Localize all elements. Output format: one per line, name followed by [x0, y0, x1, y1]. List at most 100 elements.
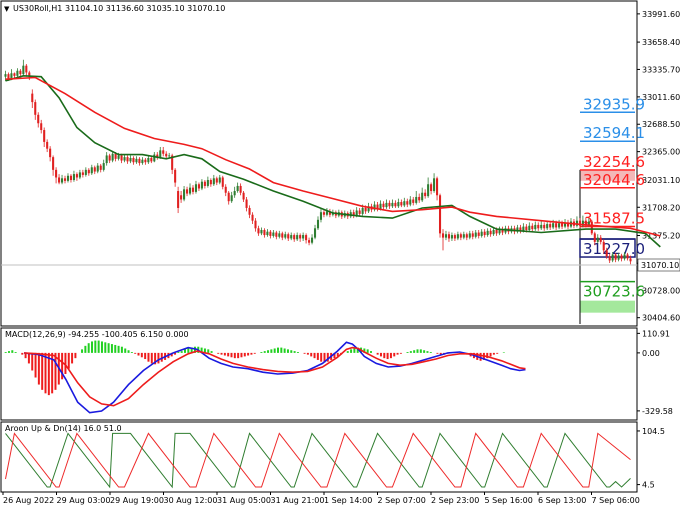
bear-candle — [49, 148, 52, 158]
bear-candle — [555, 223, 558, 228]
bear-candle — [293, 235, 296, 240]
bear-candle — [406, 201, 409, 205]
bear-candle — [388, 202, 391, 207]
bull-candle — [373, 204, 376, 210]
price-tick-label: 33658.40 — [642, 38, 680, 47]
time-tick-label: 29 Aug 03:00 — [57, 496, 111, 505]
bear-candle — [376, 204, 379, 209]
bull-candle — [468, 233, 471, 238]
bull-candle — [558, 223, 561, 228]
bull-candle — [206, 180, 209, 186]
bear-candle — [495, 229, 498, 234]
bear-candle — [608, 256, 611, 261]
price-level-label: 31227.0 — [583, 240, 645, 258]
bull-candle — [474, 232, 477, 237]
bear-candle — [165, 153, 168, 157]
price-level-label: 32935.9 — [583, 95, 645, 113]
bear-candle — [257, 228, 260, 234]
bull-candle — [111, 153, 114, 161]
bear-candle — [501, 229, 504, 233]
bull-candle — [212, 178, 215, 185]
bear-candle — [269, 231, 272, 236]
bear-candle — [465, 234, 468, 238]
bear-candle — [58, 177, 61, 183]
price-panel[interactable] — [0, 0, 638, 327]
bull-candle — [260, 229, 263, 234]
aroon-up-line — [5, 432, 631, 489]
bear-candle — [7, 74, 10, 79]
bear-candle — [519, 227, 522, 231]
price-level-label: 32594.1 — [583, 124, 645, 142]
bear-candle — [132, 157, 135, 163]
bull-candle — [421, 192, 424, 201]
bear-candle — [43, 130, 46, 142]
ohlc-values: 31104.10 31136.60 31035.10 31070.10 — [65, 4, 225, 13]
bear-candle — [584, 220, 587, 225]
bear-candle — [69, 175, 73, 181]
bull-candle — [433, 178, 436, 192]
bear-candle — [156, 154, 159, 158]
bull-candle — [302, 235, 305, 239]
bear-candle — [180, 195, 183, 200]
macd-tick-label: 0.00 — [642, 349, 660, 358]
bull-candle — [168, 155, 171, 157]
bear-candle — [299, 235, 302, 239]
slow-ma-line — [5, 76, 661, 237]
bull-candle — [367, 206, 370, 212]
bull-candle — [379, 203, 382, 209]
macd-axis: 110.91 0.00 -329.58 — [637, 329, 673, 416]
bear-candle — [620, 255, 623, 259]
bull-candle — [266, 231, 269, 236]
bear-candle — [197, 184, 200, 189]
bull-candle — [153, 154, 156, 162]
bear-candle — [150, 157, 153, 162]
time-tick-label: 2 Sep 23:00 — [431, 496, 479, 505]
bear-candle — [424, 192, 427, 197]
bear-candle — [358, 210, 361, 214]
bear-candle — [275, 232, 278, 237]
bear-candle — [162, 150, 165, 154]
bear-candle — [436, 178, 439, 196]
bear-candle — [602, 241, 605, 251]
bear-candle — [471, 233, 474, 237]
bear-candle — [81, 172, 84, 175]
bull-candle — [16, 70, 19, 76]
bear-candle — [114, 153, 117, 159]
bull-candle — [284, 234, 287, 238]
bull-candle — [319, 212, 323, 220]
time-tick-label: 31 Aug 21:00 — [271, 496, 325, 505]
bear-candle — [171, 155, 174, 170]
bull-candle — [596, 237, 599, 242]
bear-candle — [459, 234, 462, 238]
bear-candle — [531, 225, 534, 230]
price-level-label: 32254.6 — [583, 153, 645, 171]
bear-candle — [430, 184, 433, 192]
time-tick-label: 29 Aug 19:00 — [110, 496, 164, 505]
price-tick-label: 33335.70 — [642, 65, 680, 74]
price-tick-label: 32688.50 — [642, 120, 680, 129]
bear-candle — [483, 231, 486, 236]
bull-candle — [480, 231, 483, 236]
bear-candle — [477, 232, 480, 236]
bear-candle — [209, 180, 212, 185]
bull-candle — [403, 201, 406, 206]
bear-candle — [590, 221, 593, 234]
bear-candle — [13, 73, 16, 76]
bull-candle — [486, 230, 489, 236]
bear-candle — [394, 202, 397, 207]
macd-panel[interactable] — [0, 327, 638, 421]
bear-candle — [144, 159, 147, 163]
bear-candle — [418, 196, 421, 201]
bear-candle — [308, 240, 311, 243]
bear-candle — [25, 65, 28, 73]
aroon-panel[interactable] — [0, 421, 638, 493]
bear-candle — [31, 93, 34, 103]
time-tick-label: 31 Aug 05:00 — [217, 496, 271, 505]
bull-candle — [444, 234, 448, 238]
bull-candle — [385, 202, 388, 208]
bear-candle — [305, 235, 308, 241]
bull-candle — [236, 185, 239, 192]
bull-candle — [492, 229, 495, 235]
bull-candle — [397, 202, 400, 207]
